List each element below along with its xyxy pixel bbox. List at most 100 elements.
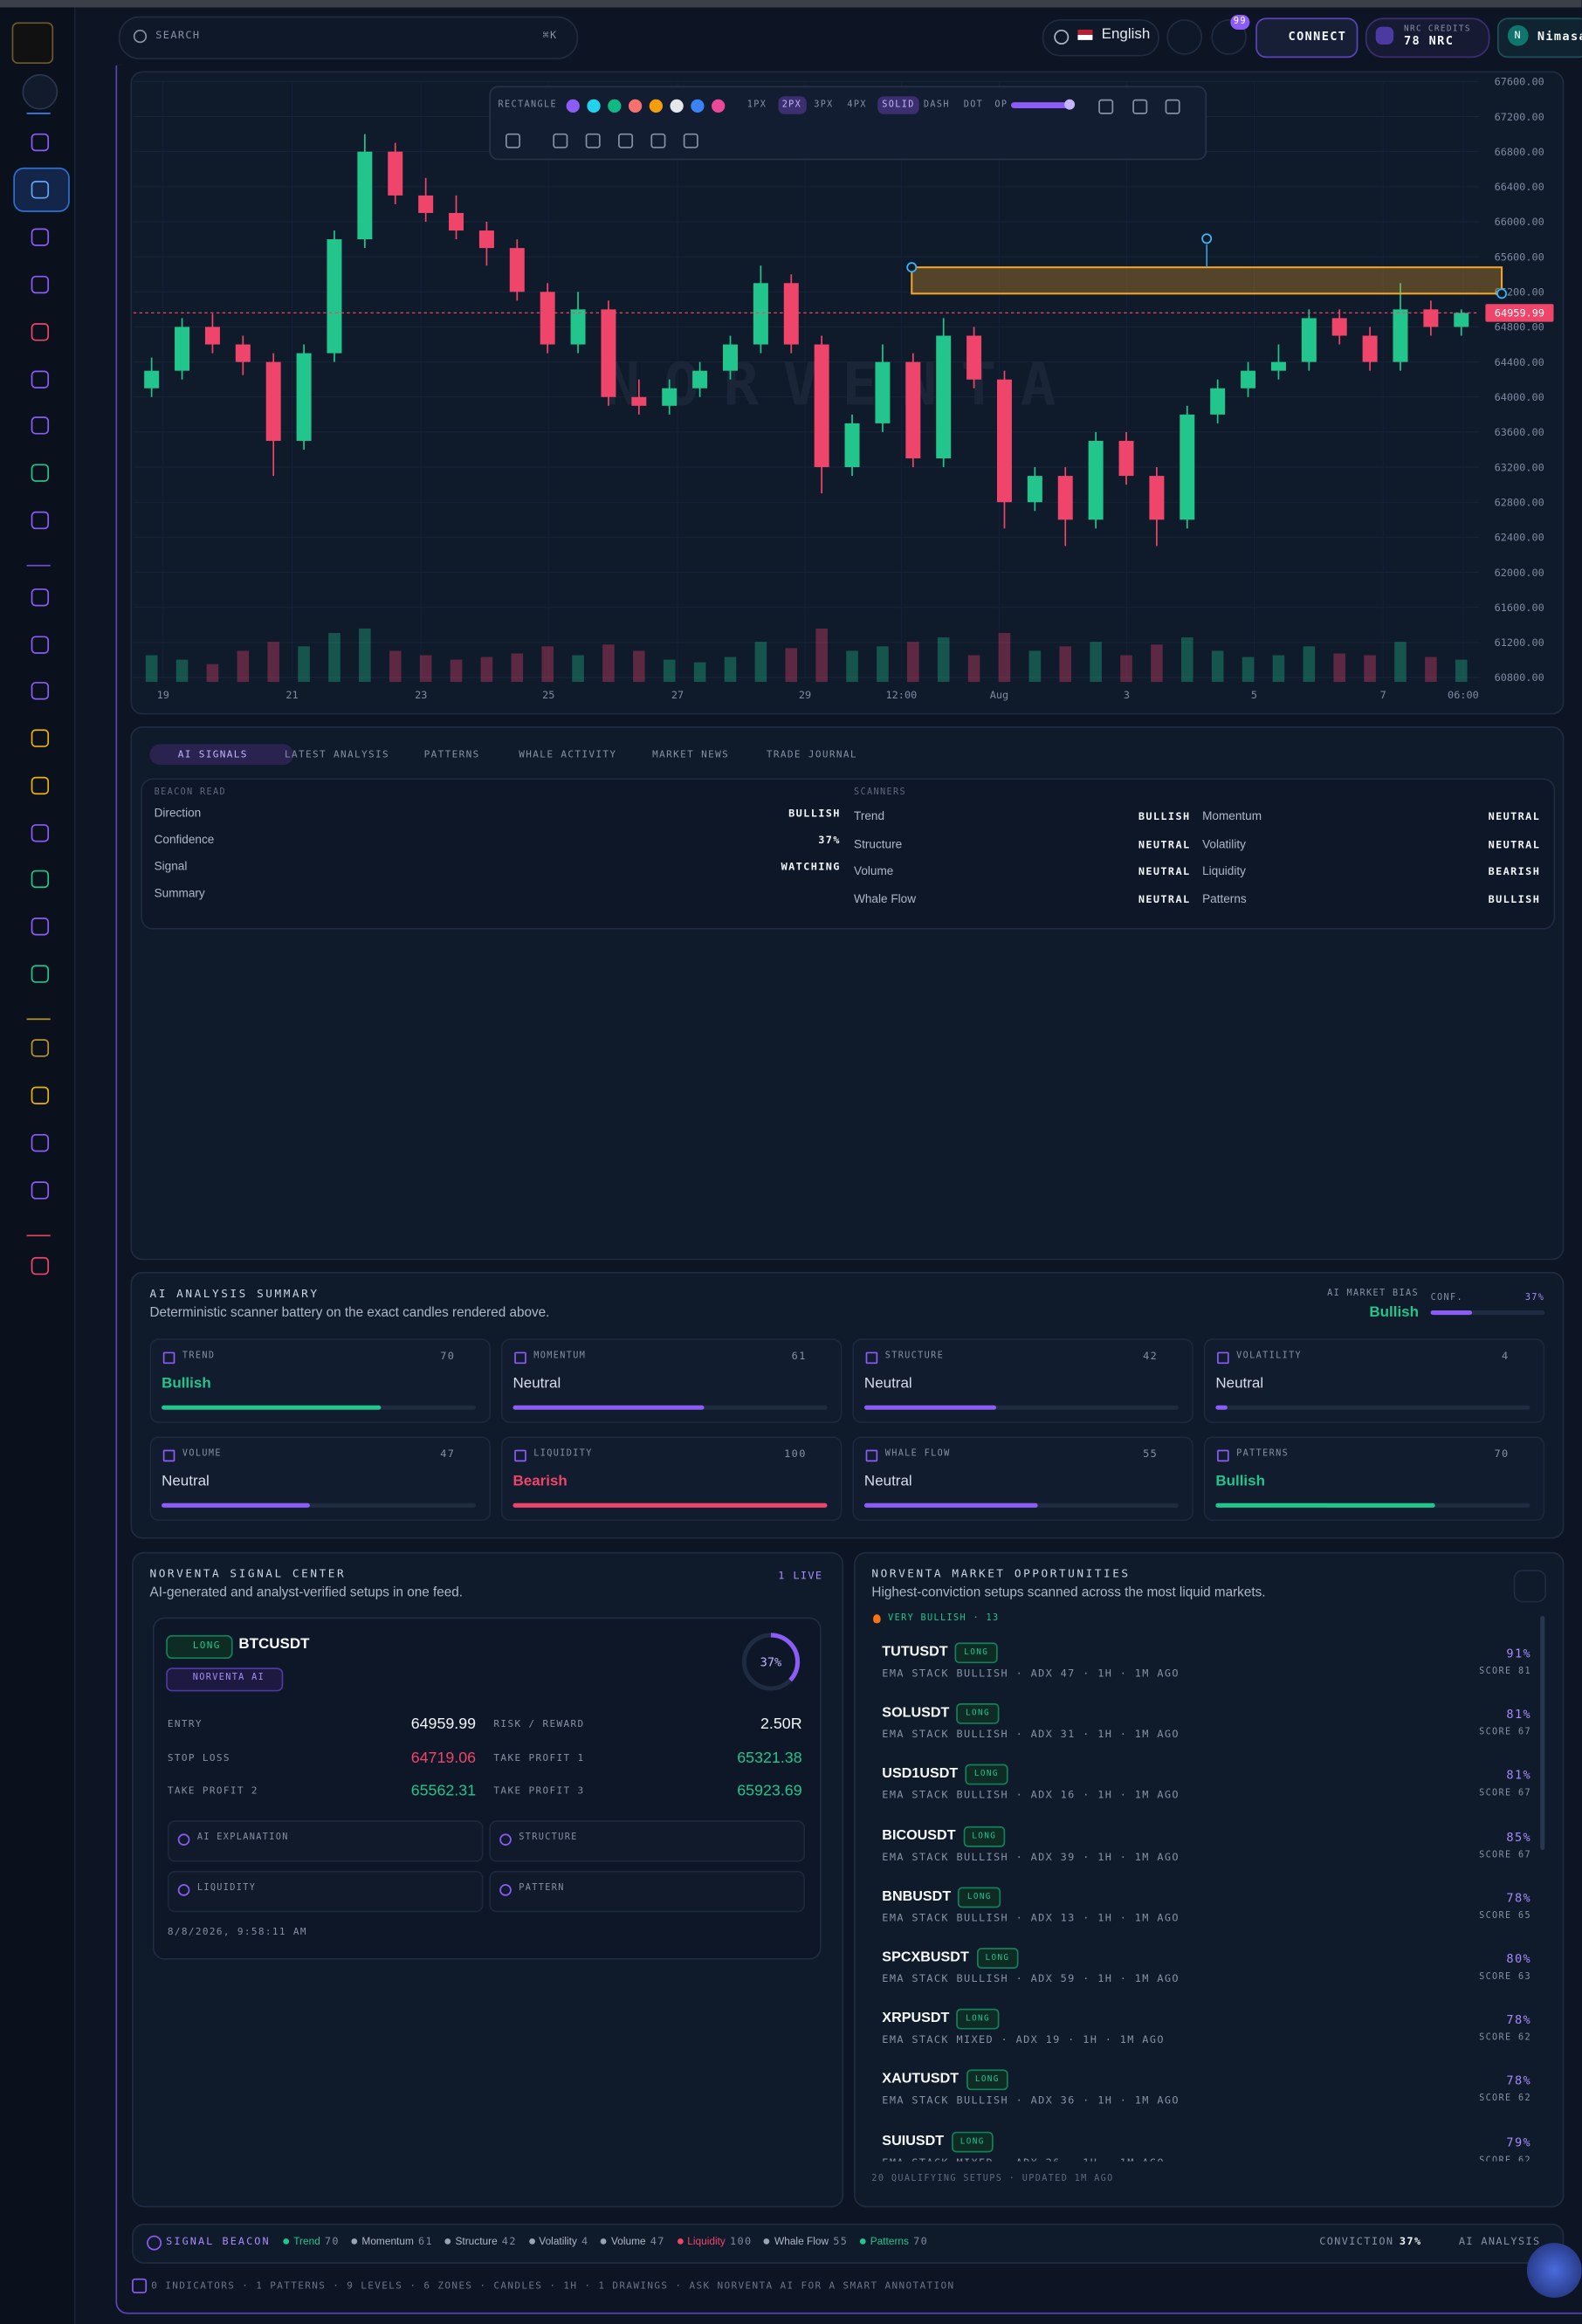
nav-icon[interactable] (31, 1086, 50, 1105)
tab[interactable]: WHALE ACTIVITY (519, 748, 617, 761)
toolbar-icon[interactable] (683, 133, 698, 148)
color-swatch[interactable] (608, 99, 622, 113)
nav-icon[interactable] (31, 181, 50, 199)
card-bar (512, 1405, 705, 1410)
action-button[interactable] (167, 1820, 484, 1862)
toolbar-icon[interactable] (1132, 99, 1148, 114)
nav-icon[interactable] (31, 870, 50, 889)
action-button[interactable] (489, 1820, 806, 1862)
nav-icon[interactable] (31, 464, 50, 482)
toolbar-icon[interactable] (618, 133, 634, 148)
opp-side: LONG (956, 2009, 1000, 2030)
width-option[interactable]: 1PX (746, 99, 767, 110)
nav-icon[interactable] (31, 1039, 50, 1057)
opportunity-row[interactable]: SUIUSDT LONG (882, 2131, 994, 2152)
assistant-avatar[interactable] (1526, 2243, 1582, 2298)
opp-symbol: BNBUSDT (882, 1887, 952, 1905)
search-box[interactable] (118, 16, 579, 59)
width-option[interactable]: 2PX (777, 96, 807, 114)
tab[interactable]: LATEST ANALYSIS (285, 748, 390, 761)
opportunity-row[interactable]: BNBUSDT LONG (882, 1887, 1001, 1908)
volume-bar (1364, 655, 1376, 683)
nav-icon[interactable] (31, 636, 50, 654)
candle-body (175, 327, 190, 371)
card-track (162, 1502, 477, 1508)
nav-icon[interactable] (31, 416, 50, 435)
toolbar-icon[interactable] (1098, 99, 1114, 114)
style-option[interactable]: SOLID (877, 96, 919, 114)
candle-body (662, 388, 678, 406)
refresh-button[interactable] (1513, 1570, 1547, 1603)
opportunity-row[interactable]: USD1USDT LONG (882, 1764, 1008, 1786)
volume-bar (602, 644, 615, 683)
nav-icon[interactable] (31, 918, 50, 936)
tab[interactable]: PATTERNS (423, 748, 480, 761)
conviction-value: 37% (1399, 2235, 1422, 2248)
opportunity-row[interactable]: XRPUSDT LONG (882, 2009, 1000, 2030)
opportunity-row[interactable]: TUTUSDT LONG (882, 1642, 998, 1664)
style-option[interactable]: DOT (963, 99, 984, 110)
color-swatch[interactable] (712, 99, 726, 113)
beacon-item: Whale Flow 55 (764, 2234, 848, 2249)
nav-icon[interactable] (31, 228, 50, 246)
nav-icon[interactable] (31, 1133, 50, 1152)
width-option[interactable]: 3PX (814, 99, 834, 110)
nav-icon[interactable] (31, 824, 50, 842)
tab[interactable]: TRADE JOURNAL (766, 748, 857, 761)
nav-icon[interactable] (31, 588, 50, 607)
toolbar-icon[interactable] (1165, 99, 1180, 114)
opp-pct: 81% (1506, 1708, 1532, 1722)
nav-icon[interactable] (31, 965, 50, 983)
toolbar-icon[interactable] (585, 133, 601, 148)
toolbar-icon[interactable] (650, 133, 666, 148)
nav-icon[interactable] (31, 682, 50, 700)
volume-bar (815, 628, 828, 683)
opp-pct: 79% (1506, 2135, 1532, 2149)
color-swatch[interactable] (628, 99, 643, 113)
action-button[interactable] (489, 1870, 806, 1913)
style-option[interactable]: DASH (923, 99, 950, 110)
nav-icon[interactable] (31, 1256, 50, 1275)
opportunity-row[interactable]: XAUTUSDT LONG (882, 2070, 1008, 2091)
color-swatch[interactable] (691, 99, 705, 113)
bias-value: Bullish (1369, 1304, 1419, 1321)
color-swatch[interactable] (670, 99, 684, 113)
color-swatch[interactable] (649, 99, 664, 113)
side-pill (166, 1634, 233, 1660)
volume-bar (206, 664, 219, 683)
nav-icon[interactable] (31, 729, 50, 747)
nav-icon[interactable] (31, 776, 50, 795)
opacity-slider[interactable] (1011, 102, 1074, 108)
toolbar-icon[interactable] (506, 133, 520, 148)
opportunity-row[interactable]: BICOUSDT LONG (882, 1826, 1006, 1847)
volume-bar (907, 642, 919, 683)
connect-button[interactable] (1255, 17, 1358, 58)
sidebar-toggle[interactable] (22, 73, 58, 110)
nav-icon[interactable] (31, 275, 50, 294)
tab[interactable]: MARKET NEWS (652, 748, 730, 761)
beacon-name: Momentum (361, 2236, 414, 2247)
theme-button[interactable] (1166, 19, 1203, 55)
nav-icon[interactable] (31, 133, 50, 152)
beacon-dot (528, 2238, 535, 2245)
beacon-value: 100 (729, 2235, 753, 2248)
opportunity-row[interactable]: SPCXBUSDT LONG (882, 1948, 1019, 1969)
tab[interactable]: AI SIGNALS (177, 748, 248, 761)
nav-icon[interactable] (31, 370, 50, 388)
nav-icon[interactable] (31, 1181, 50, 1200)
width-option[interactable]: 4PX (847, 99, 867, 110)
nav-icon[interactable] (31, 323, 50, 341)
card-bar (1215, 1502, 1436, 1508)
volume-bar (1333, 653, 1346, 683)
opportunity-row[interactable]: SOLUSDT LONG (882, 1703, 1000, 1725)
action-button[interactable] (167, 1870, 484, 1913)
scanner-value: NEUTRAL (1488, 810, 1541, 823)
panel-subtitle: Highest-conviction setups scanned across… (871, 1585, 1266, 1600)
x-tick-label: 23 (415, 689, 427, 701)
color-swatch[interactable] (566, 99, 580, 113)
nav-icon[interactable] (31, 511, 50, 530)
toolbar-icon[interactable] (553, 133, 568, 148)
opp-symbol: SUIUSDT (882, 2132, 945, 2149)
ai-analysis-button[interactable]: AI ANALYSIS (1458, 2235, 1541, 2248)
color-swatch[interactable] (587, 99, 601, 113)
